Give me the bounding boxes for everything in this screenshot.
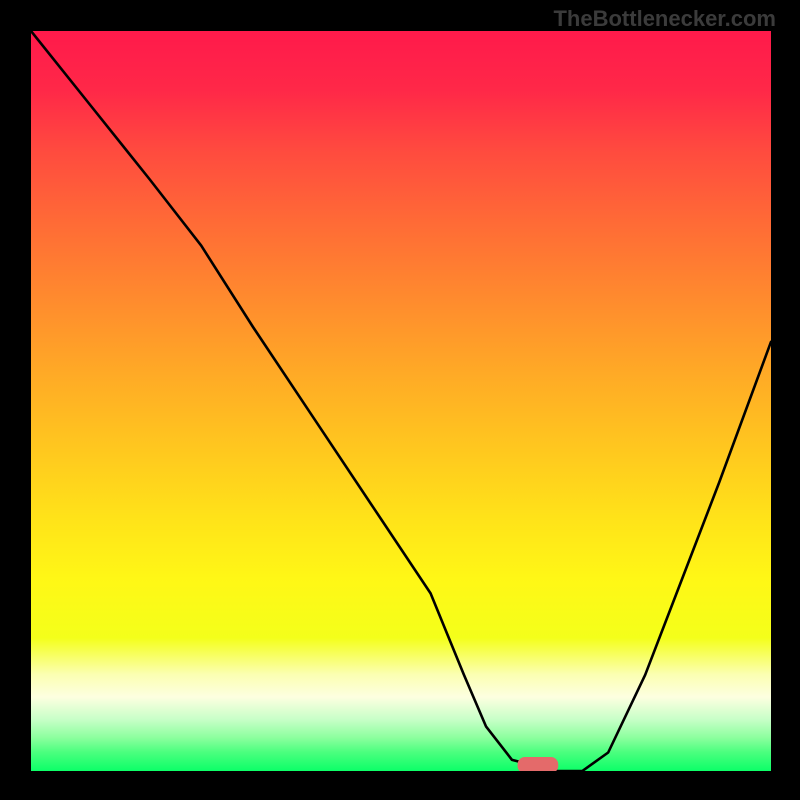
gradient-background xyxy=(31,31,771,771)
bottleneck-chart xyxy=(31,31,771,771)
watermark-text: TheBottlenecker.com xyxy=(553,6,776,32)
optimal-point-marker xyxy=(518,757,559,771)
chart-container: TheBottlenecker.com xyxy=(0,0,800,800)
